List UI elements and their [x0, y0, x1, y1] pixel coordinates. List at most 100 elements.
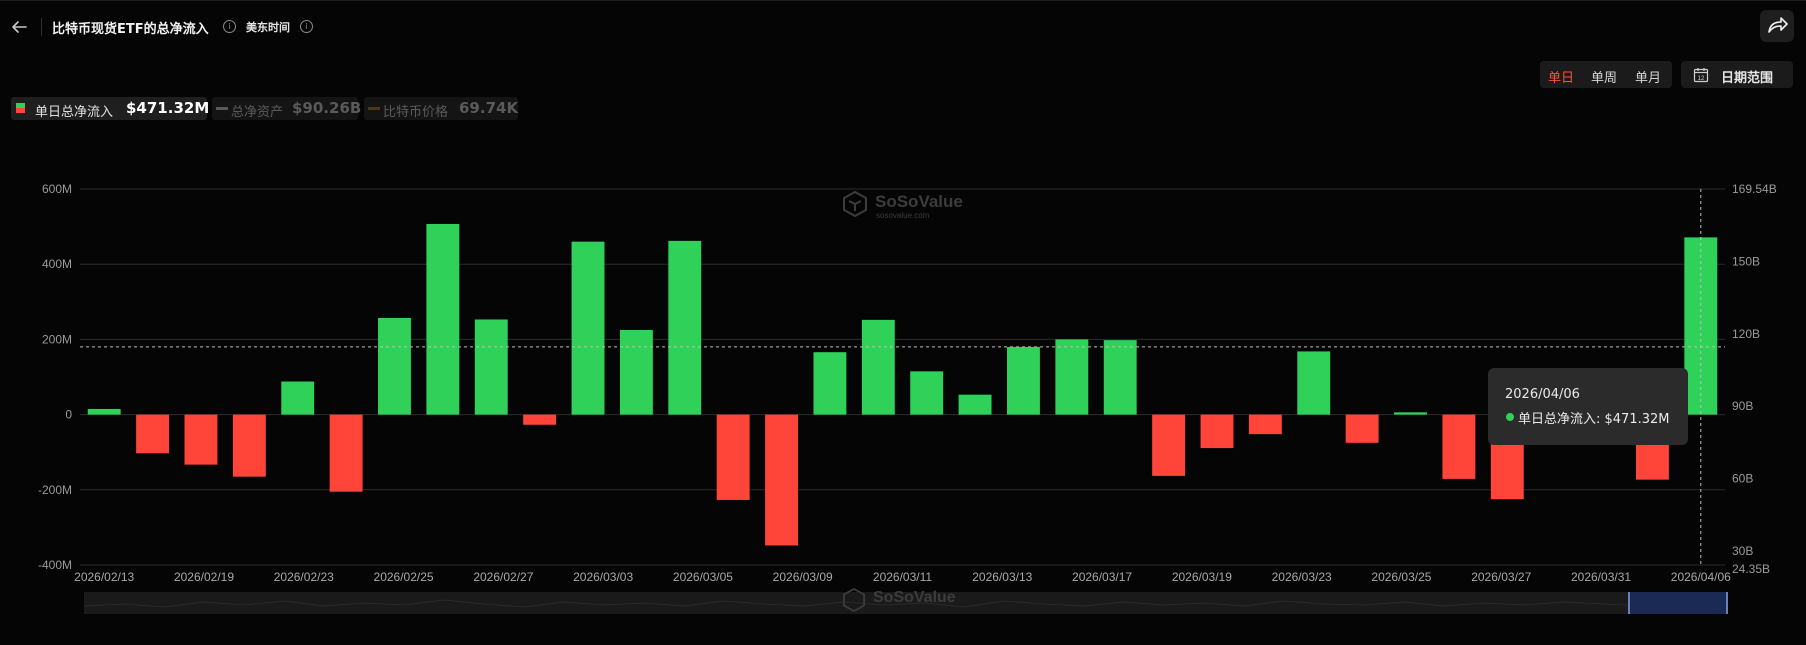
- x-tick-label: 2026/03/17: [1072, 570, 1132, 584]
- tab-daily[interactable]: 单日: [1548, 71, 1575, 86]
- navigator-watermark: SoSoValue: [843, 587, 956, 617]
- back-arrow-icon[interactable]: [8, 16, 30, 38]
- legend-label: 比特币价格: [383, 105, 449, 120]
- bar: [184, 414, 218, 465]
- x-tick-label: 2026/03/13: [972, 570, 1032, 584]
- x-tick-label: 2026/03/05: [673, 570, 733, 584]
- y-tick-label: 0: [65, 408, 72, 422]
- bar: [136, 414, 170, 454]
- x-tick-label: 2026/02/19: [174, 570, 234, 584]
- date-range-button[interactable]: 12 日期范围: [1681, 61, 1793, 88]
- x-tick-label: 2026/03/11: [873, 570, 932, 584]
- legend-label: 单日总净流入: [35, 105, 114, 120]
- bar-legend-icon: [16, 103, 25, 113]
- bar: [1345, 414, 1379, 443]
- bar: [523, 414, 557, 425]
- bar: [474, 319, 508, 415]
- tooltip-value: 单日总净流入: $471.32M: [1518, 412, 1670, 427]
- watermark-brand: SoSoValue: [873, 589, 956, 606]
- x-tick-label: 2026/03/19: [1172, 570, 1232, 584]
- header-divider: [41, 18, 42, 36]
- x-tick-label: 2026/03/23: [1272, 570, 1332, 584]
- share-icon: [1768, 17, 1788, 33]
- bar: [571, 241, 605, 415]
- bar: [426, 223, 460, 415]
- y-tick-label: 200M: [42, 332, 72, 346]
- date-range-label: 日期范围: [1721, 71, 1774, 86]
- bar: [619, 330, 653, 415]
- bar: [1007, 346, 1040, 415]
- legend-value: 69.74K: [459, 99, 519, 117]
- title-info-icon[interactable]: i: [223, 20, 236, 33]
- navigator-sparkline: [83, 599, 1729, 608]
- line-legend-icon: [216, 107, 228, 110]
- x-tick-label: 2026/03/09: [773, 570, 833, 584]
- bar: [378, 317, 411, 415]
- bar: [716, 414, 750, 500]
- y2-tick-label: 30B: [1732, 544, 1753, 558]
- bar: [1200, 414, 1234, 449]
- tab-weekly[interactable]: 单周: [1591, 71, 1618, 86]
- bar: [813, 352, 847, 415]
- y-tick-label: -400M: [38, 558, 72, 572]
- legend-daily-net-inflow[interactable]: 单日总净流入 $471.32M: [11, 97, 210, 120]
- y2-tick-label: 90B: [1732, 399, 1753, 413]
- legend-value: $471.32M: [126, 99, 210, 117]
- page-title: 比特币现货ETF的总净流入: [52, 22, 209, 37]
- bar: [1442, 414, 1476, 479]
- top-border: [0, 0, 1806, 1]
- x-tick-label: 2026/03/31: [1571, 570, 1631, 584]
- chart-tooltip: 2026/04/06 单日总净流入: $471.32M: [1488, 368, 1688, 445]
- bar: [1394, 412, 1427, 415]
- navigator-selected-window[interactable]: [1628, 592, 1728, 614]
- range-navigator[interactable]: [83, 592, 1729, 614]
- bar: [329, 414, 363, 492]
- watermark-logo: SoSoValue sosovalue.com: [843, 190, 963, 222]
- timezone-info-icon[interactable]: i: [300, 20, 313, 33]
- x-tick-label: 2026/03/03: [573, 570, 633, 584]
- y2-tick-label: 150B: [1732, 254, 1760, 268]
- y2-tick-label: 24.35B: [1732, 562, 1770, 576]
- bar: [87, 408, 121, 415]
- tab-monthly[interactable]: 单月: [1635, 71, 1662, 86]
- bar: [1055, 339, 1089, 415]
- sosovalue-logo-icon: [843, 587, 865, 613]
- x-tick-label: 2026/02/25: [374, 570, 434, 584]
- legend-bitcoin-price[interactable]: 比特币价格 69.74K: [364, 97, 518, 120]
- bar: [958, 394, 992, 415]
- bar: [861, 319, 895, 415]
- y2-tick-label: 169.54B: [1732, 182, 1777, 196]
- tooltip-date: 2026/04/06: [1505, 387, 1580, 402]
- x-tick-label: 2026/03/27: [1471, 570, 1531, 584]
- y-tick-label: 600M: [42, 182, 72, 196]
- bar: [910, 371, 944, 415]
- svg-text:12: 12: [1698, 76, 1705, 82]
- y-tick-label: -200M: [38, 483, 72, 497]
- legend-value: $90.26B: [292, 99, 362, 117]
- bar: [1248, 414, 1282, 435]
- bar: [1297, 351, 1331, 415]
- legend-label: 总净资产: [231, 105, 284, 120]
- bar: [1103, 340, 1137, 415]
- calendar-icon: 12: [1693, 68, 1709, 83]
- bar: [668, 240, 702, 415]
- y2-tick-label: 60B: [1732, 472, 1753, 486]
- x-tick-label: 2026/04/06: [1671, 570, 1731, 584]
- y2-tick-label: 120B: [1732, 327, 1760, 341]
- x-tick-label: 2026/03/25: [1371, 570, 1431, 584]
- x-tick-label: 2026/02/13: [74, 570, 134, 584]
- bar: [232, 414, 266, 477]
- x-tick-label: 2026/02/23: [274, 570, 334, 584]
- bar: [765, 414, 798, 546]
- period-toggle: 单日 单周 单月: [1540, 61, 1672, 88]
- watermark-brand: SoSoValue: [875, 192, 963, 211]
- sosovalue-logo-icon: [843, 190, 867, 218]
- share-button[interactable]: [1760, 10, 1794, 42]
- legend-total-net-assets[interactable]: 总净资产 $90.26B: [212, 97, 362, 120]
- line-legend-icon: [368, 107, 380, 110]
- y-tick-label: 400M: [42, 257, 72, 271]
- watermark-url: sosovalue.com: [876, 211, 930, 220]
- x-tick-label: 2026/02/27: [473, 570, 533, 584]
- tooltip-series-dot: [1506, 413, 1514, 421]
